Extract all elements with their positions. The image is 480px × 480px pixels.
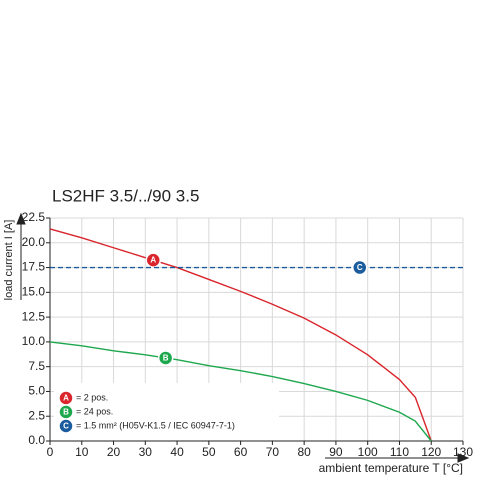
x-tick-label: 80 [297, 445, 311, 459]
badge-label: C [63, 422, 69, 431]
x-tick-label: 110 [390, 445, 409, 459]
y-tick-label: 10.0 [22, 334, 46, 348]
badge-label: A [63, 394, 69, 403]
badge [58, 418, 74, 434]
badge [352, 259, 368, 276]
legend-label: = 24 pos. [76, 406, 113, 416]
badge-label: B [163, 354, 169, 363]
x-tick-label: 40 [170, 445, 184, 459]
chart-title: LS2HF 3.5/../90 3.5 [52, 186, 199, 205]
x-tick-label: 50 [202, 445, 216, 459]
x-tick-label: 20 [107, 445, 121, 459]
axis-arrows [16, 212, 470, 463]
badge [157, 350, 174, 366]
y-tick-label: 5.0 [28, 384, 45, 398]
legend-label: = 2 pos. [76, 392, 108, 402]
y-axis-label: load current I [A] [3, 220, 15, 301]
x-axis-label: ambient temperature T [°C] [319, 461, 463, 475]
legend-box [54, 383, 279, 440]
x-tick-label: 70 [266, 445, 280, 459]
badge-label: C [357, 263, 363, 272]
y-tick-label: 12.5 [22, 309, 46, 323]
y-tick-label: 2.5 [28, 408, 45, 422]
y-tick-label: 22.5 [22, 210, 46, 224]
x-tick-label: 10 [75, 445, 89, 459]
y-tick-label: 15.0 [22, 285, 46, 299]
x-tick-label: 90 [329, 445, 343, 459]
x-tick-label: 100 [358, 445, 378, 459]
y-tick-label: 17.5 [22, 260, 46, 274]
badge-label: A [150, 256, 156, 265]
series-line [49, 228, 432, 442]
y-tick-label: 7.5 [28, 359, 45, 373]
badge-label: B [63, 408, 69, 417]
x-tick-label: 0 [47, 445, 54, 459]
x-tick-label: 30 [139, 445, 153, 459]
x-tick-label: 130 [453, 445, 473, 459]
badge [145, 252, 161, 268]
y-tick-label: 0.0 [28, 433, 45, 447]
series-line [49, 341, 432, 442]
x-tick-label: 60 [234, 445, 248, 459]
legend-label: = 1.5 mm² (H05V-K1.5 / IEC 60947-7-1) [76, 420, 235, 430]
y-tick-label: 20.0 [22, 235, 46, 249]
x-tick-label: 120 [421, 445, 441, 459]
